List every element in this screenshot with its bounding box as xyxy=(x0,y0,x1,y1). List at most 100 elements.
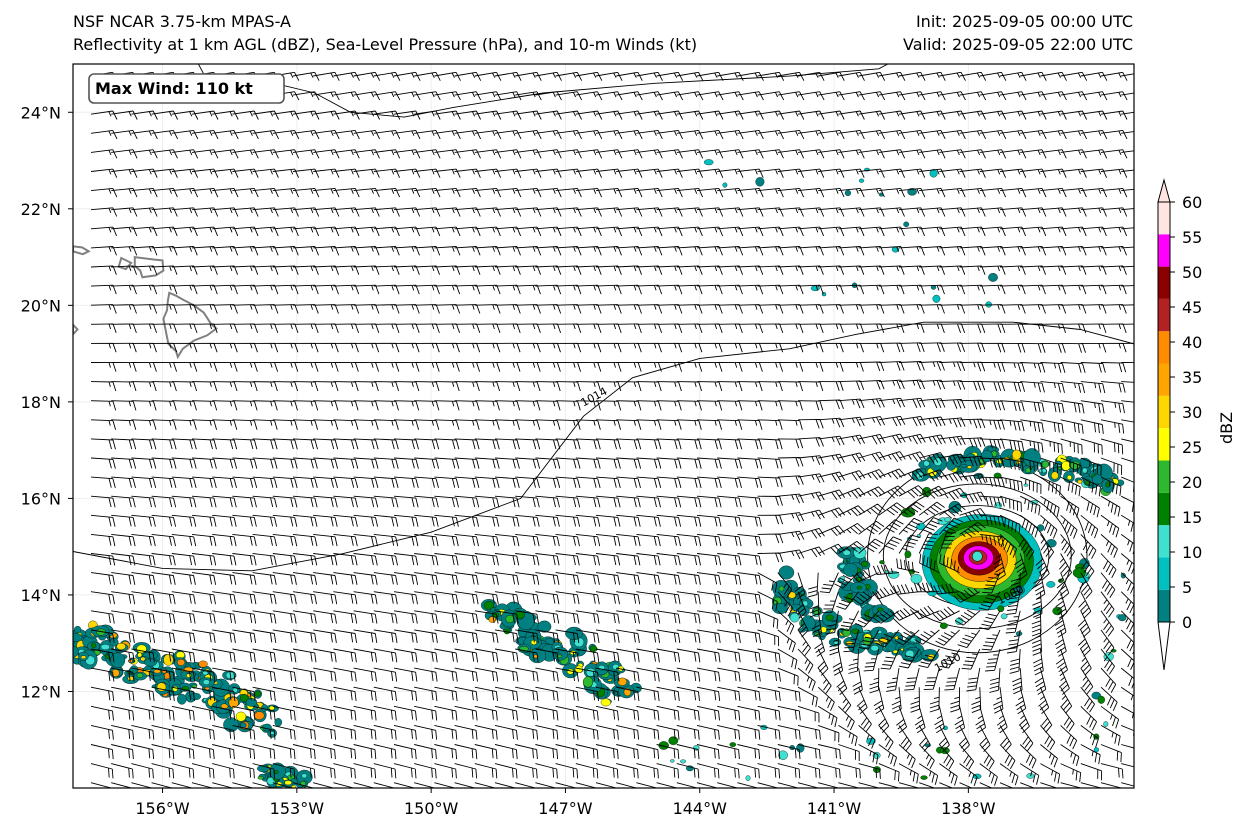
wind-barb xyxy=(676,476,702,489)
reflectivity-cell xyxy=(1046,581,1056,588)
wind-barb xyxy=(979,763,998,786)
wind-barb xyxy=(656,724,680,740)
reflectivity-cell xyxy=(136,672,144,678)
wind-barb xyxy=(212,610,236,624)
wind-barb xyxy=(999,91,1027,101)
reflectivity-cell xyxy=(825,614,834,621)
wind-barb xyxy=(858,342,885,353)
wind-barb xyxy=(898,397,926,408)
wind-barb xyxy=(252,129,280,140)
wind-barb xyxy=(353,187,380,198)
colorbar-segment xyxy=(1158,234,1170,267)
wind-barb xyxy=(333,572,358,585)
wind-barb xyxy=(1120,553,1134,574)
wind-barb xyxy=(474,400,500,411)
wind-barb xyxy=(252,476,278,489)
wind-barb xyxy=(959,763,978,786)
wind-barb xyxy=(959,437,986,448)
reflectivity-cell xyxy=(600,698,611,707)
wind-barb xyxy=(555,724,579,740)
wind-barb xyxy=(474,476,500,489)
wind-barb xyxy=(575,610,600,624)
wind-barb xyxy=(737,667,761,682)
wind-barb xyxy=(393,610,418,624)
wind-barb xyxy=(494,629,519,643)
wind-barb xyxy=(1040,706,1053,733)
wind-barb xyxy=(292,724,316,740)
wind-barb xyxy=(717,629,741,643)
wind-barb xyxy=(292,763,316,779)
wind-barb xyxy=(1121,111,1134,115)
wind-barb xyxy=(131,457,157,469)
wind-barb xyxy=(373,400,399,411)
wind-barb xyxy=(676,110,704,120)
wind-barb xyxy=(434,284,461,295)
wind-barb xyxy=(636,553,661,566)
colorbar-segment xyxy=(1158,331,1170,364)
wind-barb xyxy=(737,438,763,450)
wind-barb xyxy=(191,457,217,469)
wind-barb xyxy=(636,572,661,585)
wind-barb xyxy=(717,591,742,605)
wind-barb xyxy=(454,149,481,159)
wind-barb xyxy=(111,476,136,489)
wind-barb xyxy=(90,438,116,450)
wind-barb xyxy=(535,284,562,295)
wind-barb xyxy=(1060,381,1086,394)
wind-barb xyxy=(131,400,157,411)
wind-barb xyxy=(797,724,821,740)
wind-barb xyxy=(171,476,197,489)
wind-barb xyxy=(898,648,920,669)
wind-barb xyxy=(131,284,158,295)
wind-barb xyxy=(515,648,539,663)
wind-barb xyxy=(636,686,660,702)
wind-barb xyxy=(474,110,502,120)
wind-barb xyxy=(595,381,622,392)
wind-barb xyxy=(1060,419,1084,434)
wind-barb xyxy=(1040,168,1067,178)
reflectivity-cell xyxy=(47,633,63,650)
wind-barb xyxy=(1121,92,1134,96)
wind-barb xyxy=(474,610,499,624)
wind-barb xyxy=(151,533,176,547)
wind-barb xyxy=(1040,419,1064,434)
wind-barb xyxy=(1035,553,1050,581)
wind-barb xyxy=(393,91,421,101)
wind-barb xyxy=(717,284,743,295)
wind-barb xyxy=(414,629,438,643)
wind-barb xyxy=(333,686,357,702)
wind-barb xyxy=(111,168,138,178)
wind-barb xyxy=(858,284,885,295)
wind-barb xyxy=(151,667,175,682)
wind-barb xyxy=(1121,724,1134,736)
wind-barb xyxy=(292,187,320,198)
wind-barb xyxy=(939,168,966,178)
lon-tick-label: 150°W xyxy=(404,799,459,818)
wind-barb xyxy=(838,168,865,178)
wind-barb xyxy=(757,763,781,779)
wind-barb xyxy=(950,687,961,713)
wind-barb xyxy=(923,667,940,691)
wind-barb xyxy=(777,591,794,617)
wind-barb xyxy=(878,187,906,198)
wind-barb xyxy=(656,495,682,508)
wind-barb xyxy=(1100,534,1118,558)
wind-barb xyxy=(252,438,278,450)
wind-barb xyxy=(656,782,679,788)
wind-barb xyxy=(333,553,358,566)
wind-barb xyxy=(272,149,300,159)
wind-barb xyxy=(575,553,600,566)
wind-barb xyxy=(1060,149,1087,159)
wind-barb xyxy=(393,110,421,120)
wind-barb xyxy=(656,342,683,353)
wind-barb xyxy=(90,553,116,566)
wind-barb xyxy=(1121,782,1134,787)
wind-barb xyxy=(111,323,137,334)
wind-barb xyxy=(717,667,741,682)
wind-barb xyxy=(676,629,701,643)
wind-barb xyxy=(636,400,662,411)
wind-barb xyxy=(981,629,1001,651)
wind-barb xyxy=(373,686,397,702)
wind-barb xyxy=(959,418,986,429)
wind-barb xyxy=(494,323,521,334)
